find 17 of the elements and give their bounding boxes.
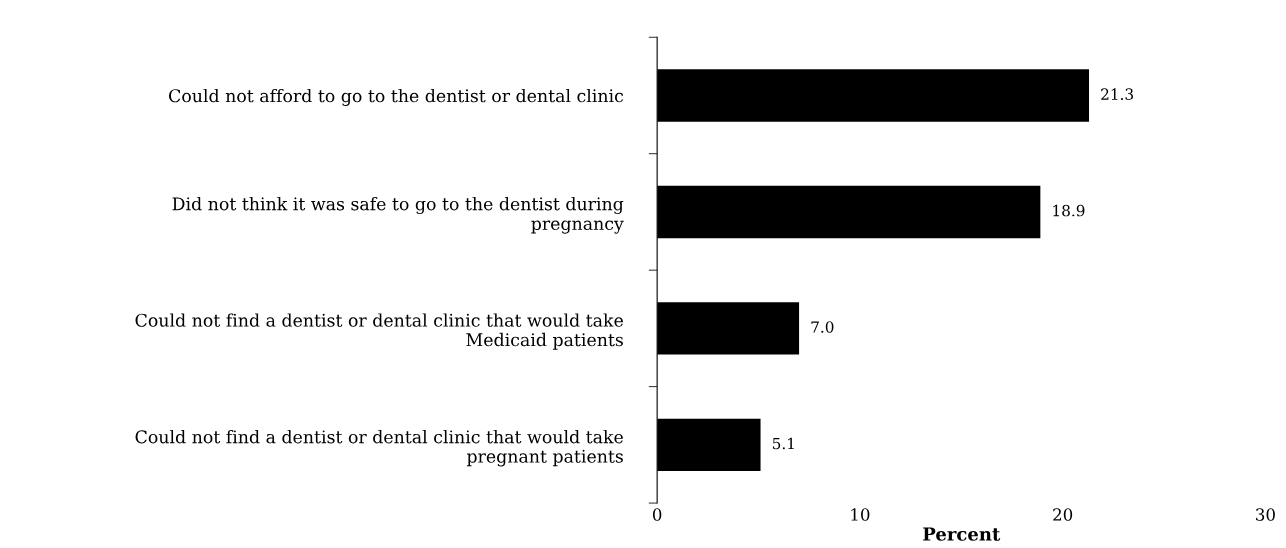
data-label: 5.1 [772, 437, 794, 450]
x-tick-label: 30 [1256, 508, 1275, 521]
x-tick-label: 20 [1053, 508, 1073, 521]
y-tick-label: Could not afford to go to the dentist or dental clinic [169, 88, 624, 106]
bar [657, 69, 1090, 122]
bar [657, 418, 761, 472]
x-tick-label: 10 [851, 508, 870, 521]
data-label: 21.3 [1101, 88, 1134, 100]
y-tick-label: Did not think it was safe to go to the dentist during pregnancy [172, 196, 624, 234]
y-tick-label: Could not find a dentist or dental clinic that would take Medicaid patients [135, 313, 623, 350]
bar [657, 185, 1041, 239]
y-tick-label: Could not find a dentist or dental clinic that would take pregnant patients [135, 429, 623, 467]
data-label: 7.0 [811, 321, 834, 333]
data-label: 18.9 [1053, 204, 1085, 217]
bar [657, 302, 800, 355]
x-axis-title: Percent [923, 527, 1001, 541]
x-tick-label: 0 [652, 508, 662, 521]
